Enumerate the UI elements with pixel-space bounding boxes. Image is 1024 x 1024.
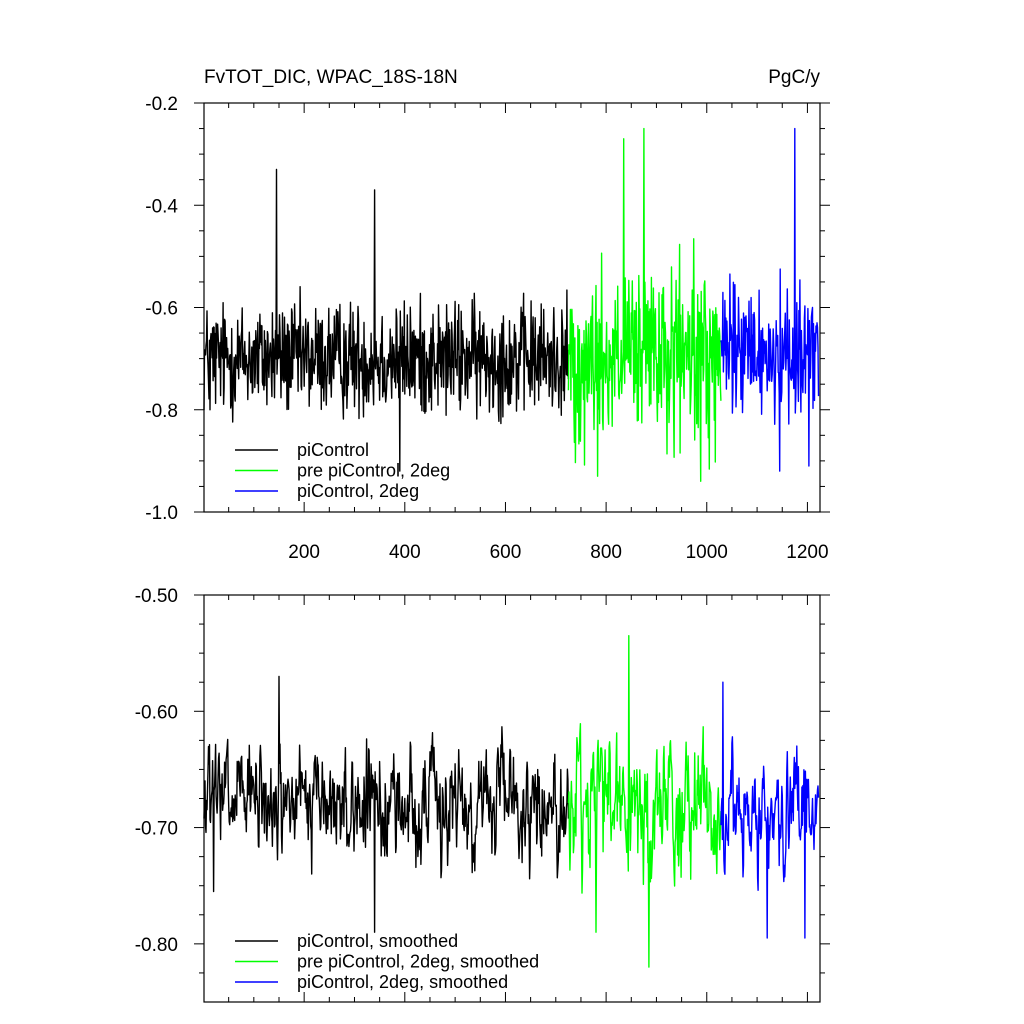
x-tick-label: 600 — [490, 542, 522, 563]
y-tick-label: -0.6 — [145, 299, 178, 320]
panel-bottom-frame — [203, 594, 821, 1003]
series-line-1 — [203, 168, 570, 472]
legend-label-3: piControl, 2deg, smoothed — [297, 972, 508, 992]
x-tick-label: 1200 — [786, 542, 828, 563]
y-tick-label: -0.60 — [135, 702, 178, 723]
panel-top-series-layer — [203, 127, 820, 482]
y-tick-label: -0.50 — [135, 586, 178, 607]
panel-top-ticks: 200 400 600 800 1000 1200 -1.0 -0.8 -0.6 -0.4 -0.2 — [145, 94, 830, 563]
y-tick-label: -0.80 — [135, 935, 178, 956]
panel-top: FvTOT_DIC, WPAC_18S-18N PgC/y 200 400 600 8… — [145, 67, 830, 563]
y-tick-label: -0.8 — [145, 401, 178, 422]
legend-label-3: piControl, 2deg — [297, 481, 419, 501]
panel-bottom-series-layer — [203, 635, 820, 968]
series-line-3 — [720, 127, 820, 472]
legend-label-1: piControl — [297, 440, 369, 460]
x-tick-label: 200 — [288, 542, 320, 563]
y-tick-label: -0.2 — [145, 94, 178, 115]
panel-top-title: FvTOT_DIC, WPAC_18S-18N — [204, 67, 458, 88]
series-line-2 — [567, 635, 722, 968]
series-line-1 — [203, 675, 570, 933]
x-tick-label: 1000 — [686, 542, 728, 563]
legend-label-2: pre piControl, 2deg — [297, 461, 450, 481]
y-tick-label: -1.0 — [145, 503, 178, 524]
panel-top-units: PgC/y — [768, 67, 820, 88]
panel-top-frame — [203, 102, 821, 513]
panel-bottom: -0.80 -0.70 -0.60 -0.50 piControl, smoothed… — [135, 586, 830, 1003]
x-tick-label: 800 — [590, 542, 622, 563]
y-tick-label: -0.70 — [135, 819, 178, 840]
series-line-2 — [567, 127, 722, 482]
panel-bottom-ticks: -0.80 -0.70 -0.60 -0.50 — [135, 586, 830, 1002]
series-line-3 — [720, 681, 820, 939]
legend-label-2: pre piControl, 2deg, smoothed — [297, 952, 539, 972]
x-tick-label: 400 — [389, 542, 421, 563]
y-tick-label: -0.4 — [145, 196, 178, 217]
legend-label-1: piControl, smoothed — [297, 931, 458, 951]
